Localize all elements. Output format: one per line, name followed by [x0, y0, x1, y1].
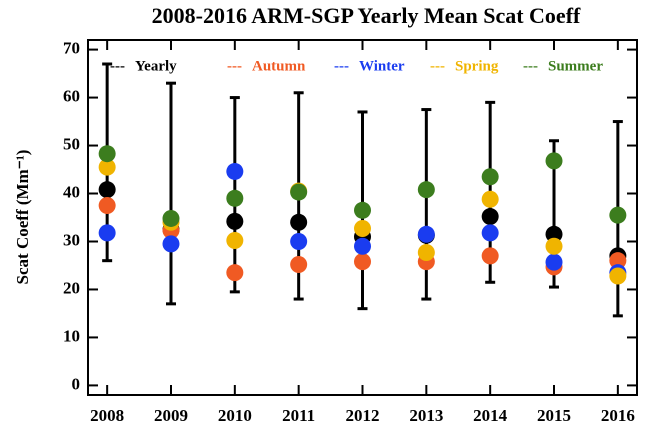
marker: [98, 224, 116, 242]
marker: [481, 224, 499, 242]
marker: [417, 244, 435, 262]
legend-marker: ---: [430, 58, 445, 74]
y-tick-label: 0: [72, 374, 81, 393]
marker: [98, 158, 116, 176]
chart-title: 2008-2016 ARM-SGP Yearly Mean Scat Coeff: [152, 3, 581, 28]
marker: [290, 213, 308, 231]
marker: [481, 247, 499, 265]
marker: [545, 152, 563, 170]
marker: [354, 253, 371, 271]
x-tick-label: 2008: [90, 406, 124, 425]
marker: [226, 232, 244, 250]
marker: [226, 264, 244, 282]
legend-label: Spring: [455, 58, 499, 74]
y-tick-label: 70: [63, 39, 80, 58]
y-tick-label: 40: [63, 182, 80, 201]
legend-marker: ---: [110, 58, 125, 74]
marker: [226, 212, 244, 230]
legend-label: Winter: [359, 58, 405, 74]
x-tick-label: 2014: [473, 406, 508, 425]
marker: [417, 181, 435, 199]
marker: [354, 201, 371, 219]
marker: [226, 162, 244, 180]
marker: [290, 183, 308, 201]
marker: [354, 237, 371, 255]
x-tick-label: 2012: [346, 406, 380, 425]
legend-marker: ---: [334, 58, 349, 74]
x-tick-label: 2010: [218, 406, 252, 425]
y-tick-label: 30: [63, 230, 80, 249]
marker: [162, 235, 180, 253]
y-axis-label: Scat Coeff (Mm⁻¹): [13, 150, 32, 285]
marker: [545, 237, 563, 255]
marker: [609, 267, 627, 285]
x-tick-label: 2009: [154, 406, 188, 425]
marker: [162, 209, 180, 227]
x-tick-label: 2016: [601, 406, 635, 425]
marker: [609, 252, 627, 270]
y-tick-label: 20: [63, 278, 80, 297]
legend-label: Yearly: [135, 58, 177, 74]
legend-label: Autumn: [252, 58, 306, 74]
marker: [98, 181, 116, 199]
marker: [545, 253, 563, 271]
y-tick-label: 10: [63, 326, 80, 345]
marker: [481, 190, 499, 208]
y-tick-label: 50: [63, 134, 80, 153]
marker: [290, 256, 308, 274]
marker: [481, 208, 499, 226]
marker: [290, 232, 308, 250]
marker: [226, 189, 244, 207]
x-tick-label: 2013: [409, 406, 443, 425]
marker: [417, 225, 435, 243]
marker: [98, 197, 116, 215]
y-tick-label: 60: [63, 86, 80, 105]
legend-marker: ---: [227, 58, 242, 74]
marker: [354, 220, 371, 238]
x-tick-label: 2015: [537, 406, 571, 425]
marker: [98, 145, 116, 163]
x-tick-label: 2011: [282, 406, 315, 425]
marker: [545, 225, 563, 243]
legend-label: Summer: [548, 58, 603, 74]
legend-marker: ---: [523, 58, 538, 74]
marker: [481, 168, 499, 186]
marker: [609, 206, 627, 224]
